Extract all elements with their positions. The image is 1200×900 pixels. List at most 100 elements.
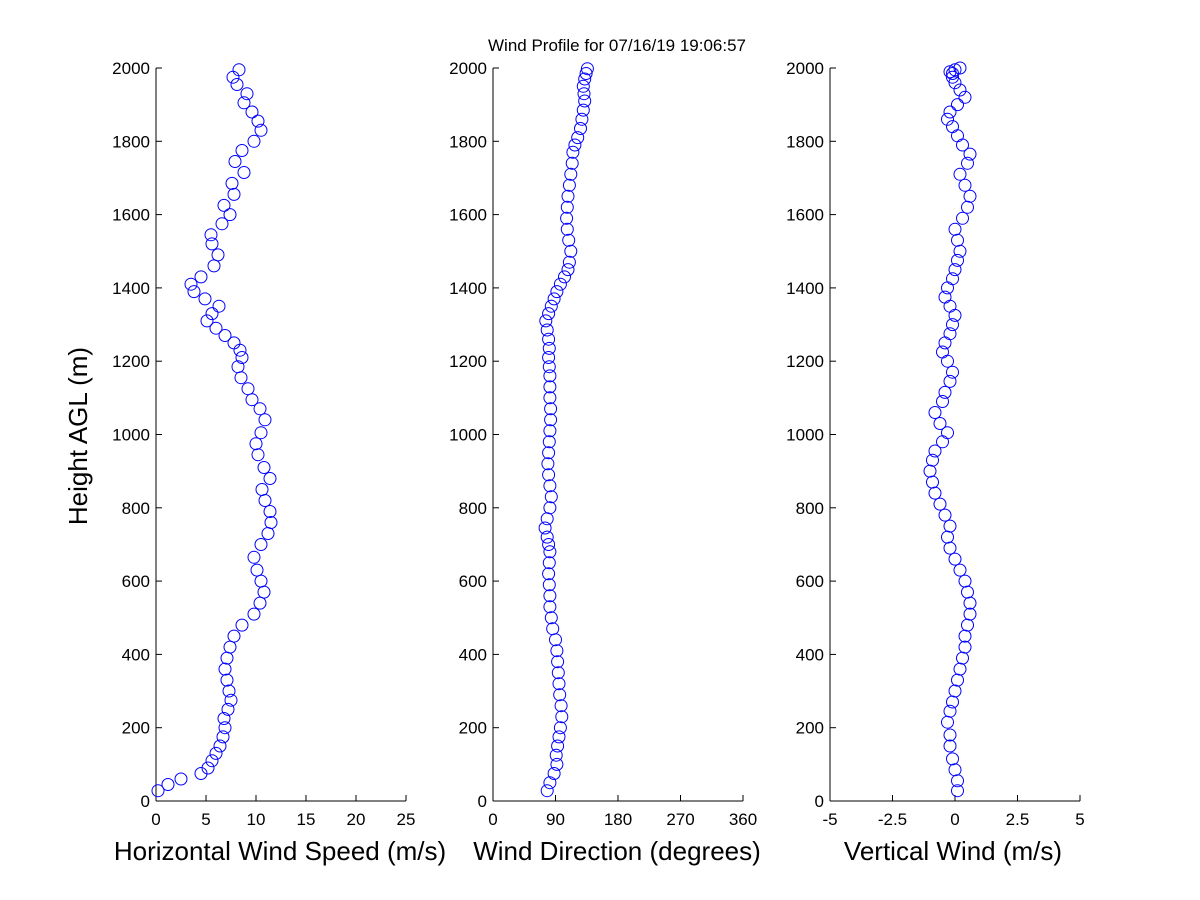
y-tick-label: 200 [459,719,487,738]
data-point [540,323,554,337]
data-point [574,122,587,135]
data-point [218,329,232,342]
data-point [577,87,591,101]
data-point [205,754,219,768]
data-point [161,778,175,791]
data-point [543,776,557,790]
data-point [544,611,558,625]
data-point [187,285,201,299]
data-point [237,96,251,110]
data-point [553,688,567,702]
data-point [542,351,556,364]
data-point [232,63,246,77]
data-point [564,244,578,258]
data-point [228,155,242,168]
data-point [928,444,942,458]
data-point [542,332,556,346]
data-point [543,545,557,559]
data-point [209,321,223,335]
data-point [552,730,566,744]
x-tick-label: 0 [488,810,497,829]
y-tick-label: 600 [122,572,150,591]
data-point [550,757,564,771]
data-point [936,345,949,359]
panel-1: 0 5 10 15 20 25 0 200 400 600 800 1000 1200 1400 1600 1… [112,59,446,866]
x-tick-label: 20 [347,810,366,829]
data-point [953,167,967,181]
data-point [540,530,554,544]
data-point [951,784,964,798]
y-tick-label: 1600 [786,206,824,225]
data-point [560,200,574,214]
data-point [174,772,188,786]
data-point [542,341,556,355]
data-point [543,589,557,603]
data-point [928,406,942,419]
y-tick-label: 200 [796,719,824,738]
data-point [938,290,952,304]
x-tick-label: 15 [297,810,316,829]
data-point [542,468,556,482]
data-point [539,314,553,328]
x-tick-label: -2.5 [878,810,907,829]
data-point [575,112,589,126]
data-point [231,360,245,374]
y-tick-label: 1400 [786,279,824,298]
data-point [558,270,571,284]
data-point [560,222,574,236]
data-point [933,497,947,511]
data-point [943,105,957,119]
data-point [561,189,575,203]
data-point [933,417,947,430]
data-point [938,508,952,522]
data-point [579,67,593,80]
x-tick-label: 5 [201,810,210,829]
x-axis-label: Horizontal Wind Speed (m/s) [114,836,446,866]
data-point [218,662,232,676]
data-point [550,285,564,299]
data-point [958,574,972,588]
x-axis-label: Vertical Wind (m/s) [844,836,1062,866]
data-point [194,270,208,284]
data-point [215,217,229,231]
data-point [544,402,558,416]
y-tick-label: 1000 [112,426,150,445]
data-point [216,730,230,744]
data-point [948,552,962,566]
data-point [543,600,557,614]
y-tick-label: 400 [796,645,824,664]
data-point [943,327,957,341]
x-tick-label: 90 [546,810,565,829]
data-point [218,721,232,735]
data-point [542,538,556,551]
data-point [263,472,277,485]
data-point [247,550,261,564]
data-point [953,83,967,97]
data-point [926,453,939,467]
data-point [923,464,937,478]
data-point [540,784,554,798]
data-point [254,426,268,440]
y-tick-label: 600 [796,572,824,591]
data-point [264,516,278,529]
data-point [543,369,557,383]
data-point [213,739,227,753]
data-point [209,746,223,760]
data-point [217,198,231,212]
data-point [953,563,967,577]
x-tick-label: 270 [666,810,694,829]
data-point [576,79,590,93]
y-tick-label: 0 [141,792,150,811]
y-tick-label: 600 [459,572,487,591]
data-point [227,629,241,643]
data-point [542,567,556,581]
data-point [958,178,972,192]
data-point [963,189,977,203]
data-point [948,76,962,90]
y-tick-label: 1200 [112,352,150,371]
y-tick-label: 1200 [786,352,824,371]
data-point [543,380,557,394]
data-point [941,426,954,440]
